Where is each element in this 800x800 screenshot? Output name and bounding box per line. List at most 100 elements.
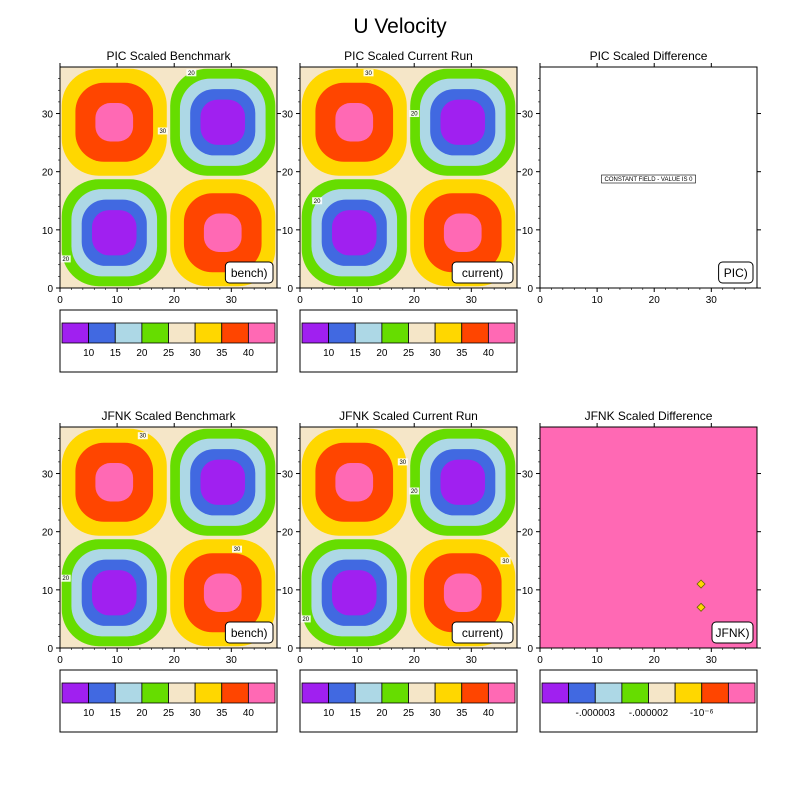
colorbar-swatch [381,682,409,704]
contour-label-bg [312,197,323,205]
colorbar-label: 35 [216,708,228,719]
plot-frame [539,426,758,649]
contour-low [91,210,137,256]
colorbar-swatch [168,322,196,344]
y-tick-label: 10 [522,226,534,237]
plot-area [540,427,757,648]
y-tick-label: 10 [42,586,54,597]
colorbar-label: 15 [350,708,362,719]
diamond-marker [696,579,706,589]
panel-title: JFNK Scaled Current Run [339,409,478,423]
x-tick-label: 20 [649,295,661,306]
y-tick-label: 0 [47,644,53,655]
contour-label: 20 [62,576,69,582]
run-tag: JFNK) [716,626,750,640]
colorbar-label: 20 [136,708,148,719]
colorbar-swatch [114,682,143,704]
panel-5: JFNK Scaled Current Run 30 20 30 20 0 10 20 30 0 1… [282,409,521,733]
contour-label-bg [300,615,311,623]
contour-label: 30 [502,559,509,565]
plot-frame [59,426,278,649]
colorbar-swatch [61,682,90,704]
y-tick-label: 0 [287,644,293,655]
colorbar-label: 15 [110,348,122,359]
plot-frame [299,66,518,289]
colorbar-label: 15 [350,348,362,359]
contour-label: 20 [411,112,418,118]
contour-high [203,573,242,612]
contour-label: 30 [159,129,166,135]
panel-3: PIC Scaled Difference CONSTANT FIELD - VA… [522,49,761,306]
plot-area: 30 20 30 20 [300,427,517,648]
colorbar-swatch [301,682,330,704]
panel-2: PIC Scaled Current Run 30 20 20 0 10 20 30 0 10 20… [282,49,521,373]
colorbar-swatch [247,322,276,344]
colorbar-swatch [88,322,116,344]
colorbar-swatch [434,322,463,344]
x-tick-label: 30 [706,295,718,306]
contour-label: 30 [365,71,372,77]
x-tick-label: 0 [297,655,303,666]
figure-title: U Velocity [353,15,447,38]
contour-label-bg [60,255,71,263]
plot-area: 30 30 20 [60,427,277,648]
y-tick-label: 30 [42,470,54,481]
x-tick-label: 30 [466,295,478,306]
contour-high [203,213,242,252]
colorbar-swatch [701,682,729,704]
colorbar-swatch [168,682,196,704]
colorbar-swatch [141,322,169,344]
contour-label-bg [232,545,243,553]
colorbar-label: 40 [243,708,255,719]
x-tick-label: 30 [466,655,478,666]
contour-label-bg [157,127,168,135]
contour-label: 20 [302,617,309,623]
colorbar-label: -.000002 [629,708,669,719]
colorbar-swatch [221,682,249,704]
y-tick-label: 10 [282,226,294,237]
panel-title: PIC Scaled Current Run [344,49,473,63]
run-tag: bench) [231,266,268,280]
contour-label-bg [363,69,374,77]
colorbar-swatch [487,322,516,344]
colorbar-swatch [328,322,356,344]
y-tick-label: 0 [527,284,533,295]
y-tick-label: 10 [282,586,294,597]
contour-label: 20 [62,257,69,263]
colorbar-label: -.000003 [576,708,616,719]
x-tick-label: 0 [537,655,543,666]
colorbar-swatch [194,322,223,344]
colorbar-label: 25 [403,708,415,719]
colorbar-label: 10 [323,348,335,359]
run-tag: bench) [231,626,268,640]
y-tick-label: 20 [42,168,54,179]
x-tick-label: 30 [226,655,238,666]
x-tick-label: 0 [57,295,63,306]
x-tick-label: 10 [352,655,364,666]
contour-label-bg [137,432,148,440]
colorbar-swatch [461,682,489,704]
run-tag-box [224,621,274,644]
contour-label-bg [60,574,71,582]
y-tick-label: 10 [522,586,534,597]
x-tick-label: 10 [592,655,604,666]
colorbar-swatch [434,682,463,704]
panel-title: JFNK Scaled Benchmark [101,409,236,423]
colorbar-swatch [247,682,276,704]
y-tick-label: 20 [282,528,294,539]
colorbar-swatch [461,322,489,344]
panel-1: PIC Scaled Benchmark 20 30 20 0 10 20 30 0 10 20 30… [42,49,281,373]
colorbar-label: 10 [83,348,95,359]
contour-high [443,213,482,252]
x-tick-label: 10 [112,295,124,306]
contour-high [95,103,134,142]
colorbar-swatch [727,682,756,704]
run-tag: current) [462,266,503,280]
colorbar-label: 35 [216,348,228,359]
plot-area: 20 30 20 [60,67,277,288]
constant-field-box [601,174,696,184]
colorbar-swatch [194,682,223,704]
colorbar-swatch [487,682,516,704]
